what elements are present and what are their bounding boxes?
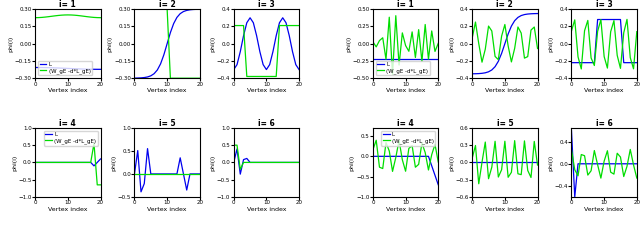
Legend: L, (W_gE -d*L_gE): L, (W_gE -d*L_gE) [38, 60, 92, 75]
Y-axis label: phi(i): phi(i) [12, 154, 17, 171]
Y-axis label: phi(i): phi(i) [111, 154, 116, 171]
Y-axis label: phi(i): phi(i) [211, 154, 216, 171]
Y-axis label: phi(i): phi(i) [108, 35, 113, 52]
X-axis label: Vertex index: Vertex index [48, 207, 88, 212]
Legend: L, (W_gE -d*L_gE): L, (W_gE -d*L_gE) [44, 131, 98, 146]
Legend: L, (W_gE -d*L_gE): L, (W_gE -d*L_gE) [376, 60, 430, 75]
Y-axis label: phi(i): phi(i) [548, 35, 553, 52]
X-axis label: Vertex index: Vertex index [147, 88, 187, 93]
Legend: L, (W_gE -d*L_gE): L, (W_gE -d*L_gE) [381, 131, 435, 146]
X-axis label: Vertex index: Vertex index [584, 207, 624, 212]
X-axis label: Vertex index: Vertex index [246, 207, 286, 212]
Title: i= 4: i= 4 [397, 119, 414, 128]
X-axis label: Vertex index: Vertex index [48, 88, 88, 93]
X-axis label: Vertex index: Vertex index [246, 88, 286, 93]
Title: i= 6: i= 6 [596, 119, 612, 128]
Y-axis label: phi(i): phi(i) [548, 154, 553, 171]
Y-axis label: phi(i): phi(i) [449, 154, 454, 171]
Y-axis label: phi(i): phi(i) [349, 154, 355, 171]
Y-axis label: phi(i): phi(i) [449, 35, 454, 52]
X-axis label: Vertex index: Vertex index [147, 207, 187, 212]
Title: i= 4: i= 4 [60, 119, 76, 128]
X-axis label: Vertex index: Vertex index [485, 88, 525, 93]
X-axis label: Vertex index: Vertex index [386, 88, 426, 93]
Title: i= 2: i= 2 [497, 0, 513, 9]
Y-axis label: phi(i): phi(i) [211, 35, 216, 52]
Title: i= 5: i= 5 [159, 119, 175, 128]
X-axis label: Vertex index: Vertex index [584, 88, 624, 93]
Title: i= 3: i= 3 [258, 0, 275, 9]
Title: i= 2: i= 2 [159, 0, 175, 9]
Title: i= 6: i= 6 [258, 119, 275, 128]
Title: i= 1: i= 1 [60, 0, 76, 9]
X-axis label: Vertex index: Vertex index [386, 207, 426, 212]
Title: i= 1: i= 1 [397, 0, 414, 9]
Y-axis label: phi(i): phi(i) [346, 35, 351, 52]
Title: i= 5: i= 5 [497, 119, 513, 128]
Title: i= 3: i= 3 [596, 0, 612, 9]
X-axis label: Vertex index: Vertex index [485, 207, 525, 212]
Y-axis label: phi(i): phi(i) [8, 35, 13, 52]
